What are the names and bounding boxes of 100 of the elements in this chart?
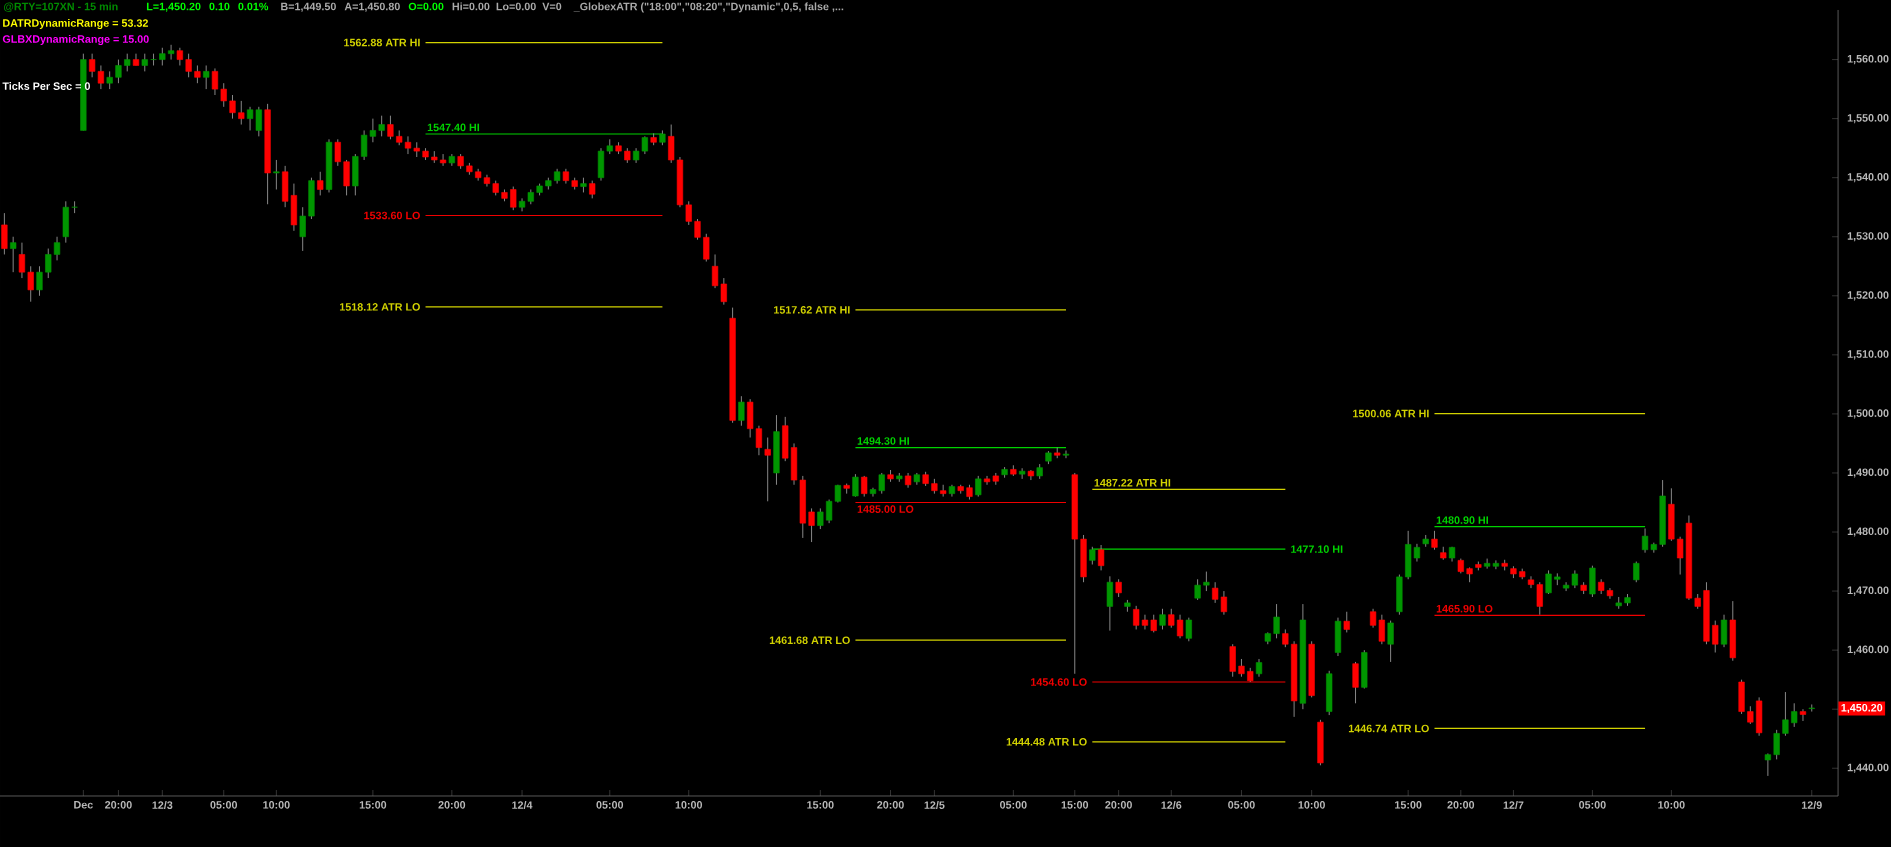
- annotation: V=0: [542, 2, 562, 11]
- annotation: L=1,450.20: [146, 2, 201, 12]
- series-label: 1517.62 ATR HI: [774, 306, 850, 314]
- annotation: A=1,450.80: [344, 2, 400, 12]
- candlestick: [518, 197, 526, 212]
- annotation: B=1,449.50: [281, 2, 336, 12]
- candlestick: [10, 236, 17, 273]
- candlestick: [115, 59, 122, 84]
- x-tick-label: 15:00: [1395, 801, 1422, 809]
- candlestick: [220, 82, 227, 108]
- x-tick-label: 20:00: [438, 801, 466, 809]
- series-label: 1454.60 LO: [1031, 678, 1087, 686]
- text: 1,450.20: [1841, 703, 1883, 714]
- series-label: 1547.40 HI: [427, 123, 480, 132]
- candlestick: [36, 265, 43, 297]
- candlestick: [808, 507, 815, 543]
- x-tick-label: 15:00: [1061, 801, 1089, 809]
- candlestick: [1791, 702, 1798, 728]
- y-tick-label: 1,480.00: [1847, 527, 1889, 537]
- y-tick-label: 1,460.00: [1847, 645, 1889, 655]
- candlestick: [18, 242, 26, 279]
- y-tick-label: 1,530.00: [1847, 232, 1889, 242]
- candlestick: [1352, 661, 1359, 704]
- candlestick: [1764, 753, 1771, 777]
- candlestick: [1343, 611, 1350, 633]
- candlestick: [817, 507, 824, 530]
- annotation: O=0.00: [408, 2, 444, 11]
- candlestick: [1527, 575, 1535, 589]
- y-tick-label: 1,440.00: [1847, 763, 1889, 773]
- candlestick: [510, 186, 517, 211]
- candlestick: [1168, 608, 1175, 629]
- x-tick-label: 15:00: [807, 801, 834, 809]
- candlestick: [1712, 620, 1719, 653]
- x-tick-label: 20:00: [1447, 801, 1475, 809]
- annotation: GLBXDynamicRange = 15.00: [2, 34, 149, 46]
- candlestick: [1808, 704, 1815, 712]
- candlestick: [1431, 530, 1438, 551]
- candlestick: [738, 395, 745, 427]
- x-tick-label: Dec: [74, 801, 93, 809]
- candlestick: [1, 212, 8, 255]
- candlestick: [1273, 603, 1280, 639]
- series-label: 1518.12 ATR LO: [339, 303, 420, 311]
- x-tick-label: 12/7: [1503, 801, 1524, 810]
- x-tick-label: 05:00: [1228, 801, 1255, 809]
- series-label: 1461.68 ATR LO: [769, 636, 850, 645]
- y-tick-label: 1,550.00: [1847, 114, 1889, 124]
- candlestick: [45, 248, 52, 279]
- candlestick: [878, 472, 885, 495]
- x-tick-label: 10:00: [1658, 801, 1685, 809]
- candlestick: [229, 94, 236, 120]
- candlestick: [132, 53, 140, 66]
- candlestick: [703, 233, 710, 262]
- candlestick: [1536, 581, 1543, 616]
- annotation: Lo=0.00: [496, 2, 536, 11]
- candlestick: [27, 265, 34, 303]
- candlestick: [53, 236, 61, 261]
- series-label: 1562.88 ATR HI: [344, 38, 420, 47]
- candlestick: [1141, 614, 1149, 630]
- candlestick: [404, 135, 412, 155]
- y-tick-label: 1,470.00: [1847, 586, 1889, 596]
- y-tick-label: 1,500.00: [1847, 409, 1889, 419]
- candlestick: [1545, 569, 1552, 595]
- annotation: 0.01%: [238, 2, 269, 11]
- candlestick: [1185, 617, 1192, 642]
- candlestick: [1203, 571, 1210, 592]
- x-tick-label: 15:00: [359, 801, 387, 809]
- y-tick-label: 1,520.00: [1847, 291, 1889, 301]
- series-label: 1494.30 HI: [857, 437, 909, 445]
- candlestick: [1633, 561, 1640, 583]
- candlestick: [1159, 608, 1166, 630]
- x-tick-label: 10:00: [675, 801, 703, 809]
- x-tick-label: 05:00: [1579, 801, 1606, 809]
- series-label: 1500.06 ATR HI: [1353, 409, 1429, 418]
- candlestick: [299, 206, 306, 252]
- x-tick-label: 10:00: [263, 801, 290, 809]
- candlestick: [685, 200, 692, 226]
- candlestick: [1176, 614, 1184, 639]
- candlestick: [869, 487, 877, 498]
- candlestick: [1387, 620, 1394, 663]
- candlestick: [1782, 691, 1789, 737]
- candlestick: [1194, 578, 1201, 601]
- candlestick: [167, 44, 175, 61]
- candlestick: [1773, 729, 1780, 760]
- candlestick: [273, 159, 280, 190]
- candlestick: [1799, 708, 1807, 722]
- x-tick-label: 12/6: [1161, 801, 1182, 810]
- x-tick-label: 05:00: [210, 801, 238, 809]
- x-tick-label: 12/3: [152, 801, 173, 810]
- x-tick-label: 12/9: [1801, 801, 1822, 810]
- candlestick: [694, 218, 701, 241]
- candlestick: [203, 65, 210, 90]
- candlestick: [334, 138, 341, 167]
- candlestick: [378, 115, 385, 137]
- x-tick-label: 05:00: [1000, 801, 1027, 809]
- candlestick: [975, 475, 982, 498]
- y-tick-label: 1,540.00: [1847, 173, 1889, 183]
- x-tick-label: 12/4: [512, 801, 533, 810]
- candlestick: [185, 53, 192, 78]
- candlestick: [983, 475, 991, 486]
- annotation: _GlobexATR ("18:00","08:20","Dynamic",0,5, false ,...: [573, 2, 844, 13]
